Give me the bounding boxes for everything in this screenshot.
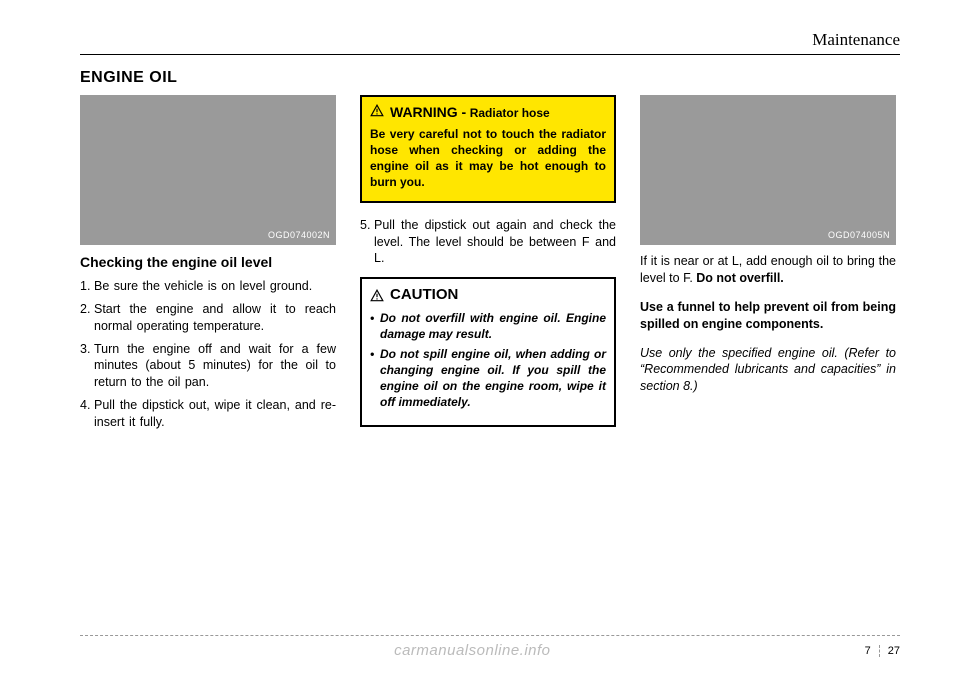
page-sep — [879, 645, 880, 657]
step-num: 4. — [80, 397, 94, 431]
column-2: WARNING - Radiator hose Be very careful … — [360, 95, 616, 437]
step-5: 5. Pull the dipstick out again and check… — [360, 217, 616, 268]
warning-title-sub: Radiator hose — [470, 106, 550, 120]
step-3: 3. Turn the engine off and wait for a fe… — [80, 341, 336, 392]
caution-body: • Do not overfill with engine oil. Engin… — [370, 310, 606, 411]
chapter-num: 7 — [865, 645, 871, 657]
caution-box: CAUTION • Do not overfill with engine oi… — [360, 277, 616, 426]
warning-title-wrap: WARNING - Radiator hose — [390, 103, 550, 122]
step-text: Be sure the vehicle is on level ground. — [94, 278, 336, 295]
step-text: Pull the dipstick out, wipe it clean, an… — [94, 397, 336, 431]
page-footer: carmanualsonline.info 7 27 — [80, 635, 900, 659]
caution-title: CAUTION — [390, 285, 458, 305]
page-header: Maintenance — [80, 30, 900, 55]
subheading-check-oil: Checking the engine oil level — [80, 253, 336, 272]
warning-header: WARNING - Radiator hose — [370, 103, 606, 122]
step-num: 2. — [80, 301, 94, 335]
warning-box: WARNING - Radiator hose Be very careful … — [360, 95, 616, 203]
page-number: 7 27 — [865, 645, 900, 657]
caution-header: CAUTION — [370, 285, 606, 305]
para-add-oil: If it is near or at L, add enough oil to… — [640, 253, 896, 287]
engine-image-1: OGD074002N — [80, 95, 336, 245]
step-num: 1. — [80, 278, 94, 295]
column-1: OGD074002N Checking the engine oil level… — [80, 95, 336, 437]
bullet: • — [370, 310, 380, 342]
step-1: 1. Be sure the vehicle is on level groun… — [80, 278, 336, 295]
warning-body: Be very careful not to touch the radiato… — [370, 126, 606, 191]
page-num-val: 27 — [888, 645, 900, 657]
para-specified-oil: Use only the specified engine oil. (Refe… — [640, 345, 896, 396]
page: Maintenance ENGINE OIL OGD074002N Checki… — [0, 0, 960, 689]
para-funnel: Use a funnel to help prevent oil from be… — [640, 299, 896, 333]
bullet-text: Do not spill engine oil, when adding or … — [380, 346, 606, 411]
para-text-b: Do not overfill. — [696, 271, 784, 285]
warning-triangle-icon — [370, 104, 384, 118]
section-title: ENGINE OIL — [80, 69, 900, 87]
image-label-2: OGD074005N — [828, 229, 890, 241]
step-text: Pull the dipstick out again and check th… — [374, 217, 616, 268]
bullet: • — [370, 346, 380, 411]
step-4: 4. Pull the dipstick out, wipe it clean,… — [80, 397, 336, 431]
warning-title-main: WARNING - — [390, 104, 466, 120]
caution-bullet-2: • Do not spill engine oil, when adding o… — [370, 346, 606, 411]
column-3: OGD074005N If it is near or at L, add en… — [640, 95, 896, 437]
caution-bullet-1: • Do not overfill with engine oil. Engin… — [370, 310, 606, 342]
watermark: carmanualsonline.info — [394, 642, 550, 659]
engine-image-2: OGD074005N — [640, 95, 896, 245]
caution-triangle-icon — [370, 289, 384, 303]
step-num: 3. — [80, 341, 94, 392]
image-label-1: OGD074002N — [268, 229, 330, 241]
step-text: Turn the engine off and wait for a few m… — [94, 341, 336, 392]
step-text: Start the engine and allow it to reach n… — [94, 301, 336, 335]
header-title: Maintenance — [812, 30, 900, 50]
content-columns: OGD074002N Checking the engine oil level… — [80, 95, 900, 437]
step-2: 2. Start the engine and allow it to reac… — [80, 301, 336, 335]
bullet-text: Do not overfill with engine oil. Engine … — [380, 310, 606, 342]
step-num: 5. — [360, 217, 374, 268]
